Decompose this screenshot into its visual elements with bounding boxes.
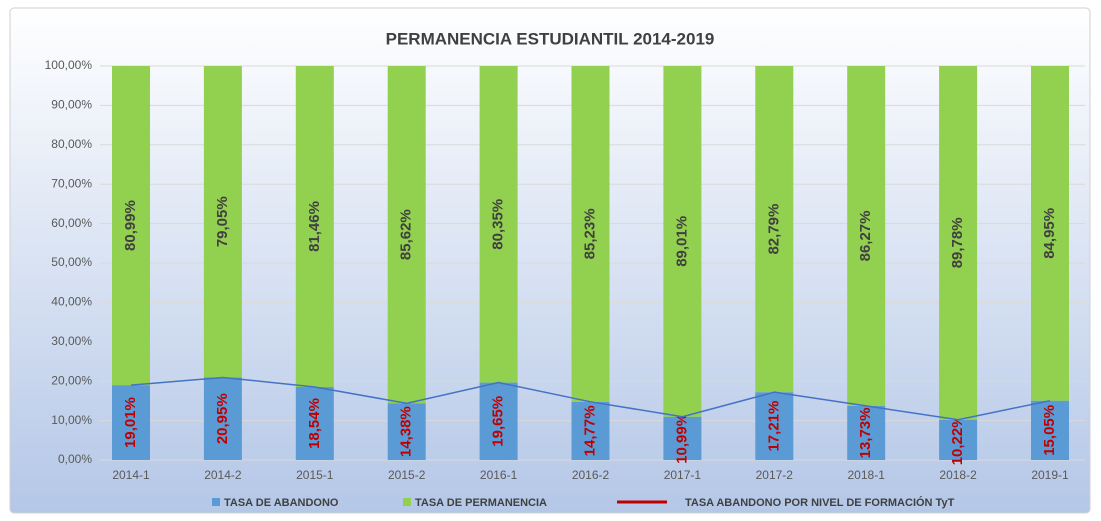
y-tick-label: 20,00% [51, 373, 92, 387]
y-tick-label: 60,00% [51, 216, 92, 230]
x-tick-label: 2019-1 [1031, 468, 1069, 482]
data-label: 14,77% [581, 405, 598, 456]
data-label: 79,05% [214, 196, 231, 247]
x-tick-label: 2017-2 [756, 468, 794, 482]
y-tick-label: 10,00% [51, 413, 92, 427]
data-label: 20,95% [214, 393, 231, 444]
data-label: 18,54% [306, 398, 323, 449]
bar-segment [847, 405, 886, 460]
bar-segment [479, 382, 518, 460]
bar-segment [663, 416, 702, 460]
legend-swatch [403, 498, 411, 506]
y-tick-label: 100,00% [45, 58, 93, 72]
bar-segment [1031, 400, 1069, 460]
data-label: 10,22% [949, 414, 966, 465]
data-label: 85,23% [581, 208, 598, 259]
y-tick-label: 30,00% [51, 334, 92, 348]
bar-segment [295, 66, 334, 387]
bar-segment [571, 66, 610, 402]
legend-label: TASA DE ABANDONO [224, 497, 339, 509]
bar-segment [203, 377, 242, 460]
bar-segment [939, 66, 978, 420]
line-series [130, 376, 1051, 421]
y-tick-label: 90,00% [51, 98, 92, 112]
x-tick-label: 2016-1 [480, 468, 518, 482]
bar-segment [1031, 66, 1069, 401]
legend-swatch [212, 498, 220, 506]
data-label: 17,21% [765, 401, 782, 452]
y-tick-label: 0,00% [58, 452, 92, 466]
x-tick-label: 2018-1 [848, 468, 886, 482]
bar-segment [387, 403, 426, 460]
bar-segment [755, 392, 794, 460]
bar-segment [112, 66, 150, 386]
x-tick-label: 2017-1 [664, 468, 702, 482]
bar-segment [112, 385, 150, 460]
bar-segment [755, 66, 794, 393]
bar-segment [571, 401, 610, 460]
chart-title: PERMANENCIA ESTUDIANTIL 2014-2019 [386, 29, 715, 48]
data-label: 85,62% [398, 209, 415, 260]
bar-segment [295, 386, 334, 460]
bar-segment [663, 66, 702, 417]
y-tick-label: 50,00% [51, 255, 92, 269]
data-label: 15,05% [1041, 405, 1058, 456]
data-label: 84,95% [1041, 208, 1058, 259]
y-tick-label: 70,00% [51, 176, 92, 190]
bar-segment [387, 66, 426, 404]
chart-frame [9, 7, 1091, 514]
x-tick-label: 2015-2 [388, 468, 426, 482]
bar-segment [479, 66, 518, 383]
data-label: 19,01% [122, 397, 139, 448]
data-label: 89,78% [949, 217, 966, 268]
data-label: 10,99% [673, 413, 690, 464]
x-tick-label: 2014-1 [112, 468, 150, 482]
legend-label: TASA DE PERMANENCIA [415, 497, 547, 509]
data-label: 80,99% [122, 200, 139, 251]
data-label: 81,46% [306, 201, 323, 252]
data-label: 80,35% [490, 199, 507, 250]
legend-label: TASA ABANDONO POR NIVEL DE FORMACIÓN TyT [685, 496, 955, 509]
data-label: 14,38% [398, 406, 415, 457]
y-tick-label: 80,00% [51, 137, 92, 151]
bar-segment [203, 66, 242, 378]
data-label: 86,27% [857, 211, 874, 262]
data-label: 13,73% [857, 408, 874, 459]
x-tick-label: 2015-1 [296, 468, 334, 482]
bar-segment [847, 66, 886, 406]
data-label: 82,79% [765, 204, 782, 255]
bar-segment [939, 419, 978, 460]
data-label: 19,65% [490, 396, 507, 447]
y-tick-label: 40,00% [51, 295, 92, 309]
data-label: 89,01% [673, 216, 690, 267]
x-tick-label: 2014-2 [204, 468, 242, 482]
x-tick-label: 2018-2 [939, 468, 977, 482]
x-tick-label: 2016-2 [572, 468, 610, 482]
